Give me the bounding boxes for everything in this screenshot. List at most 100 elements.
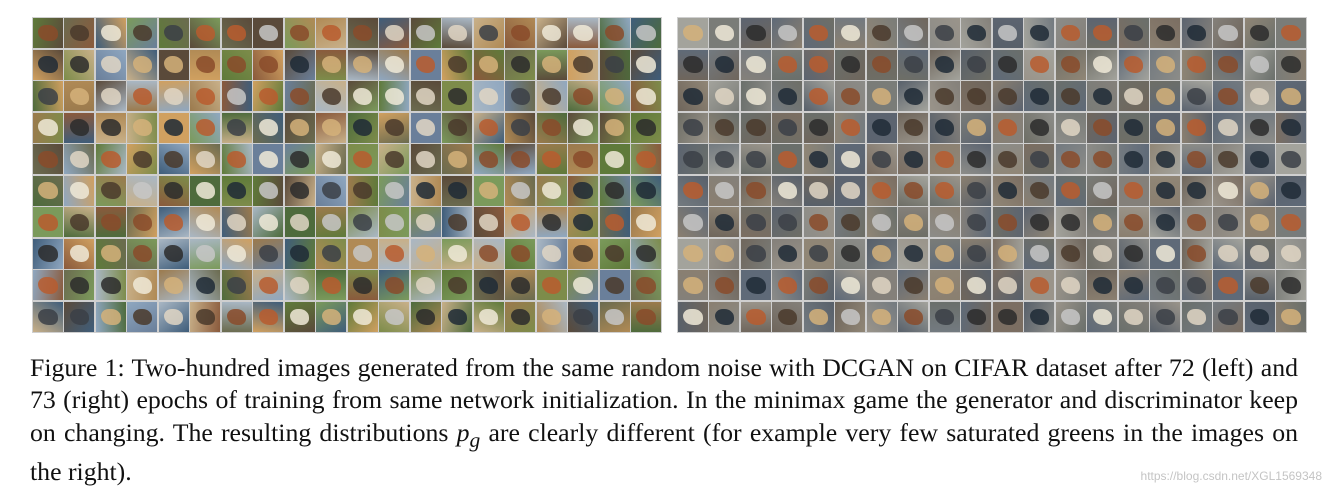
generated-image-tile <box>709 301 740 332</box>
generated-image-tile <box>253 81 284 112</box>
generated-image-tile <box>568 175 599 206</box>
generated-image-tile <box>442 18 473 49</box>
generated-image-tile <box>253 238 284 269</box>
generated-image-tile <box>898 207 929 238</box>
generated-image-tile <box>1276 270 1306 301</box>
generated-image-grid-left <box>32 17 662 333</box>
generated-image-tile <box>379 207 410 238</box>
generated-image-tile <box>127 144 158 175</box>
generated-image-tile <box>316 49 347 80</box>
generated-image-tile <box>95 49 126 80</box>
generated-image-tile <box>929 301 960 332</box>
generated-image-tile <box>316 18 347 49</box>
generated-image-tile <box>536 270 567 301</box>
generated-image-tile <box>347 112 378 143</box>
generated-image-tile <box>992 49 1023 80</box>
generated-image-tile <box>64 301 95 332</box>
generated-image-tile <box>1276 301 1306 332</box>
generated-image-tile <box>316 270 347 301</box>
generated-image-tile <box>1055 49 1086 80</box>
generated-image-tile <box>127 238 158 269</box>
generated-image-tile <box>536 18 567 49</box>
generated-image-tile <box>1087 18 1118 49</box>
generated-image-tile <box>1181 112 1212 143</box>
generated-image-tile <box>772 301 803 332</box>
generated-image-tile <box>505 238 536 269</box>
generated-image-tile <box>95 112 126 143</box>
generated-image-tile <box>33 238 63 269</box>
generated-image-tile <box>803 18 834 49</box>
generated-image-tile <box>158 207 189 238</box>
generated-image-tile <box>929 81 960 112</box>
generated-image-tile <box>505 207 536 238</box>
generated-image-tile <box>678 81 708 112</box>
generated-image-tile <box>1150 238 1181 269</box>
generated-image-tile <box>1213 144 1244 175</box>
caption-text-part-1: Two-hundred images generated from the sa… <box>30 353 1298 447</box>
generated-image-tile <box>803 207 834 238</box>
generated-image-tile <box>473 238 504 269</box>
generated-image-tile <box>599 112 630 143</box>
generated-image-tile <box>442 238 473 269</box>
generated-image-tile <box>284 112 315 143</box>
generated-image-tile <box>961 238 992 269</box>
generated-image-tile <box>316 207 347 238</box>
generated-image-tile <box>866 81 897 112</box>
generated-image-tile <box>1024 49 1055 80</box>
generated-image-tile <box>253 270 284 301</box>
generated-image-tile <box>158 175 189 206</box>
generated-image-tile <box>127 301 158 332</box>
generated-image-tile <box>284 207 315 238</box>
generated-image-tile <box>127 175 158 206</box>
generated-image-tile <box>1244 112 1275 143</box>
generated-image-tile <box>631 301 661 332</box>
generated-image-tile <box>190 112 221 143</box>
generated-image-tile <box>253 301 284 332</box>
generated-image-tile <box>442 112 473 143</box>
generated-image-tile <box>631 112 661 143</box>
generated-image-tile <box>992 144 1023 175</box>
generated-image-tile <box>803 112 834 143</box>
generated-image-tile <box>379 301 410 332</box>
generated-image-tile <box>1244 175 1275 206</box>
generated-image-tile <box>898 144 929 175</box>
generated-image-tile <box>929 207 960 238</box>
generated-image-tile <box>1055 112 1086 143</box>
generated-image-tile <box>835 18 866 49</box>
generated-image-tile <box>1087 270 1118 301</box>
generated-image-tile <box>1213 49 1244 80</box>
generated-image-tile <box>929 18 960 49</box>
generated-image-tile <box>992 81 1023 112</box>
generated-image-tile <box>866 207 897 238</box>
generated-image-tile <box>379 238 410 269</box>
generated-image-tile <box>929 144 960 175</box>
generated-image-tile <box>410 238 441 269</box>
generated-image-tile <box>33 270 63 301</box>
generated-image-tile <box>473 18 504 49</box>
generated-image-tile <box>33 175 63 206</box>
generated-image-tile <box>678 144 708 175</box>
generated-image-tile <box>772 81 803 112</box>
generated-image-tile <box>772 207 803 238</box>
generated-image-tile <box>379 81 410 112</box>
generated-image-tile <box>95 18 126 49</box>
generated-image-tile <box>536 112 567 143</box>
generated-image-tile <box>835 301 866 332</box>
generated-image-tile <box>64 175 95 206</box>
generated-image-tile <box>1118 81 1149 112</box>
generated-image-tile <box>740 270 771 301</box>
generated-image-tile <box>190 81 221 112</box>
generated-image-tile <box>803 301 834 332</box>
generated-image-tile <box>1118 301 1149 332</box>
generated-image-tile <box>772 175 803 206</box>
generated-image-tile <box>929 175 960 206</box>
generated-image-tile <box>284 175 315 206</box>
generated-image-tile <box>64 270 95 301</box>
generated-image-tile <box>678 238 708 269</box>
generated-image-tile <box>992 301 1023 332</box>
generated-image-tile <box>473 301 504 332</box>
generated-image-tile <box>866 18 897 49</box>
generated-image-tile <box>1055 207 1086 238</box>
generated-image-tile <box>1150 49 1181 80</box>
generated-image-tile <box>1055 175 1086 206</box>
